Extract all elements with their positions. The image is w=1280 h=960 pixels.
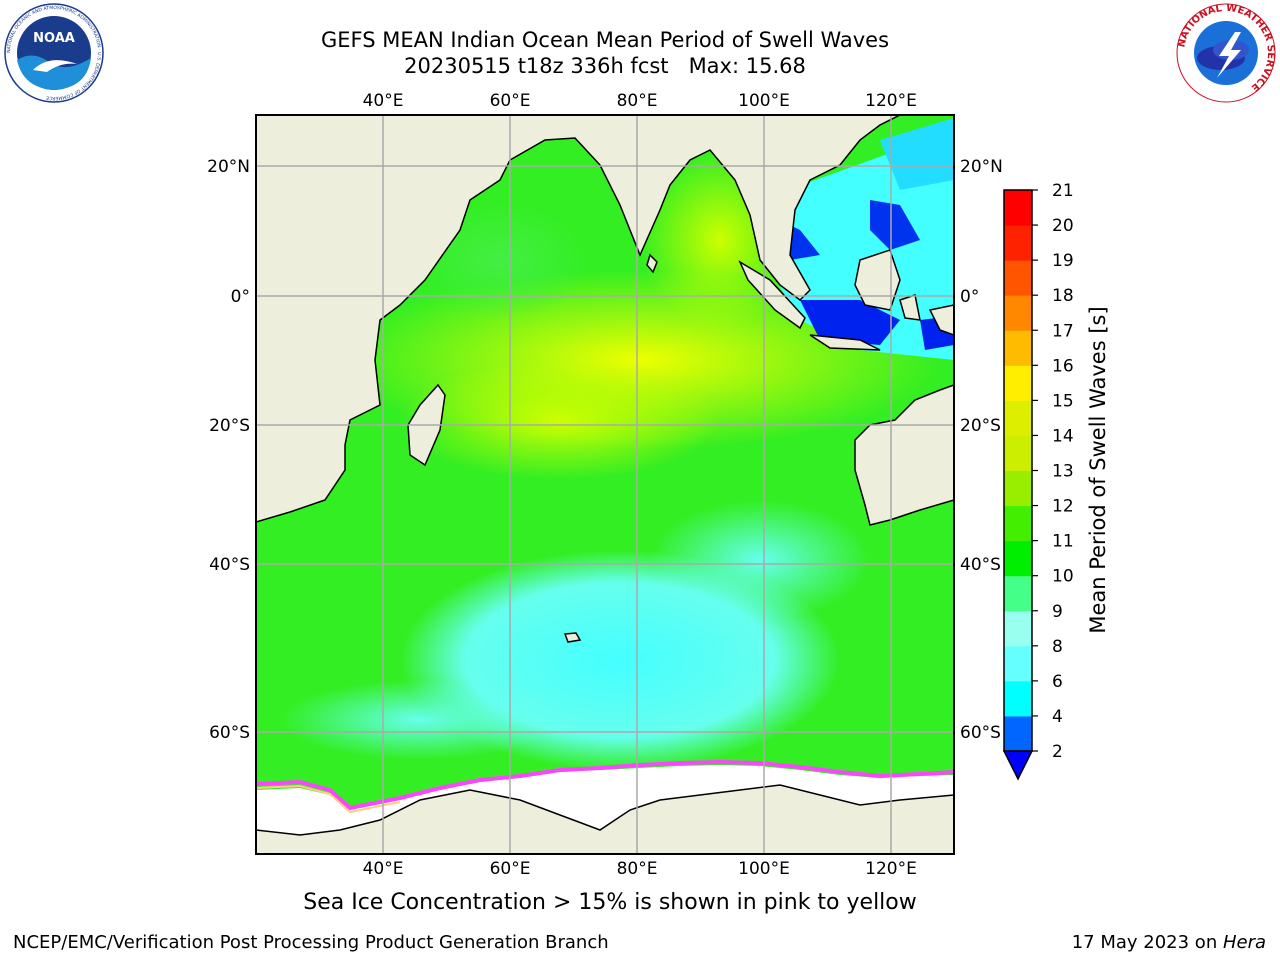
land-masses bbox=[256, 115, 954, 854]
lon-label: 80°E bbox=[617, 91, 658, 111]
colorbar-segment bbox=[1004, 470, 1032, 507]
australia bbox=[854, 384, 954, 526]
lon-label: 60°E bbox=[490, 91, 531, 111]
colorbar-segment bbox=[1004, 400, 1032, 436]
noaa-logo-text: NOAA bbox=[33, 31, 75, 46]
colorbar-label: Mean Period of Swell Waves [s] bbox=[1086, 306, 1110, 633]
borneo bbox=[854, 249, 901, 311]
colorbar-under-arrow bbox=[1002, 750, 1034, 781]
colorbar-tick-label: 19 bbox=[1052, 251, 1074, 271]
map-frame bbox=[255, 114, 955, 855]
colorbar-segment bbox=[1004, 610, 1032, 647]
colorbar-tick-label: 15 bbox=[1052, 391, 1074, 411]
colorbar-segment bbox=[1004, 680, 1032, 717]
colorbar-tick-label: 21 bbox=[1052, 181, 1074, 201]
footer-date: 17 May 2023 on Hera bbox=[1072, 932, 1266, 953]
colorbar-segment bbox=[1004, 715, 1032, 752]
lon-labels-bottom: 40°E 60°E 80°E 100°E 120°E bbox=[363, 859, 917, 879]
footer-host: Hera bbox=[1222, 932, 1266, 953]
nws-logo: NATIONAL WEATHER SERVICE bbox=[1176, 3, 1276, 103]
colorbar-tick-label: 9 bbox=[1052, 602, 1063, 622]
lon-labels-top: 40°E 60°E 80°E 100°E 120°E bbox=[363, 91, 917, 111]
lon-label: 40°E bbox=[363, 91, 404, 111]
lon-label: 80°E bbox=[617, 859, 658, 879]
colorbar-segment bbox=[1004, 190, 1032, 226]
lon-label: 60°E bbox=[490, 859, 531, 879]
lat-label: 60°S bbox=[960, 723, 1001, 743]
colorbar-tick-label: 13 bbox=[1052, 462, 1074, 482]
noaa-logo: NOAA NATIONAL OCEANIC AND ATMOSPHERIC AD… bbox=[4, 3, 104, 103]
footer-date-text: 17 May 2023 on bbox=[1071, 932, 1223, 953]
colorbar-tick-label: 16 bbox=[1052, 356, 1074, 376]
colorbar-segment bbox=[1004, 505, 1032, 542]
colorbar-tick-label: 8 bbox=[1052, 637, 1063, 657]
lat-label: 0° bbox=[231, 287, 250, 307]
colorbar-segment bbox=[1004, 435, 1032, 471]
colorbar-segment bbox=[1004, 645, 1032, 682]
lat-label: 20°S bbox=[209, 416, 250, 436]
lon-label: 40°E bbox=[363, 859, 404, 879]
lon-label: 100°E bbox=[738, 859, 790, 879]
lat-label: 20°N bbox=[960, 157, 1003, 177]
sea-ice-caption: Sea Ice Concentration > 15% is shown in … bbox=[303, 890, 917, 915]
colorbar-tick-label: 18 bbox=[1052, 286, 1074, 306]
colorbar-tick-label: 17 bbox=[1052, 321, 1074, 341]
colorbar-segment bbox=[1004, 260, 1032, 296]
lat-label: 40°S bbox=[209, 555, 250, 575]
colorbar: 2 4 6 8 9 10 11 12 13 14 15 16 17 18 19 20 21 bbox=[1002, 181, 1074, 781]
colorbar-tick-label: 12 bbox=[1052, 497, 1074, 517]
colorbar-tick-label: 14 bbox=[1052, 426, 1074, 446]
java bbox=[809, 334, 881, 351]
lon-label: 120°E bbox=[865, 91, 917, 111]
lat-label: 20°N bbox=[207, 157, 250, 177]
colorbar-tick-label: 2 bbox=[1052, 742, 1063, 762]
colorbar-segment bbox=[1004, 330, 1032, 366]
lat-label: 60°S bbox=[209, 723, 250, 743]
map-title: GEFS MEAN Indian Ocean Mean Period of Sw… bbox=[320, 28, 890, 52]
lat-label: 20°S bbox=[960, 416, 1001, 436]
map-subtitle: 20230515 t18z 336h fcst Max: 15.68 bbox=[404, 54, 806, 78]
colorbar-segment bbox=[1004, 540, 1032, 577]
sumatra bbox=[738, 260, 806, 330]
colorbar-segment bbox=[1004, 575, 1032, 612]
colorbar-segment bbox=[1004, 225, 1032, 261]
colorbar-segment bbox=[1004, 365, 1032, 401]
lat-label: 0° bbox=[960, 287, 979, 307]
footer-credit: NCEP/EMC/Verification Post Processing Pr… bbox=[13, 932, 609, 953]
lon-label: 100°E bbox=[738, 91, 790, 111]
sri-lanka bbox=[646, 253, 658, 274]
sea-ice-edge bbox=[256, 759, 954, 811]
colorbar-tick-label: 10 bbox=[1052, 567, 1074, 587]
colorbar-tick-label: 11 bbox=[1052, 532, 1074, 552]
kerguelen-island bbox=[563, 632, 582, 643]
lon-label: 120°E bbox=[865, 859, 917, 879]
lat-label: 40°S bbox=[960, 555, 1001, 575]
graticule bbox=[256, 115, 954, 854]
lat-labels-right: 20°N 0° 20°S 40°S 60°S bbox=[960, 157, 1003, 743]
colorbar-tick-label: 6 bbox=[1052, 672, 1063, 692]
lat-labels-left: 20°N 0° 20°S 40°S 60°S bbox=[207, 157, 250, 743]
colorbar-tick-label: 20 bbox=[1052, 216, 1074, 236]
colorbar-segment bbox=[1004, 295, 1032, 331]
africa-asia-landmass bbox=[256, 115, 901, 523]
colorbar-tick-label: 4 bbox=[1052, 707, 1063, 727]
antarctica bbox=[256, 784, 954, 854]
map-field bbox=[256, 115, 954, 854]
